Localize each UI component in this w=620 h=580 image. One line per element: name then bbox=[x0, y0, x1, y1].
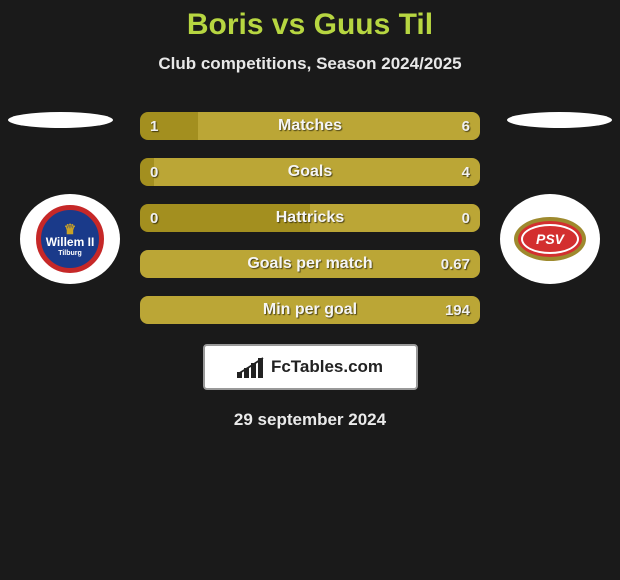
title-vs: vs bbox=[272, 8, 305, 41]
stat-label: Goals bbox=[140, 158, 480, 186]
player1-name: Boris bbox=[187, 8, 264, 41]
stat-value-left: 1 bbox=[150, 112, 158, 140]
subtitle: Club competitions, Season 2024/2025 bbox=[0, 54, 620, 74]
player2-marker bbox=[507, 112, 612, 128]
player1-marker bbox=[8, 112, 113, 128]
stat-value-right: 194 bbox=[445, 296, 470, 324]
date-text: 29 september 2024 bbox=[0, 410, 620, 430]
stat-value-left: 0 bbox=[150, 158, 158, 186]
brand-chart-icon bbox=[237, 356, 265, 378]
stat-value-right: 4 bbox=[462, 158, 470, 186]
team-left-logo: ♛ Willem II Tilburg bbox=[20, 194, 120, 284]
team-left-name: Willem II bbox=[46, 236, 95, 248]
brand-text: FcTables.com bbox=[271, 357, 383, 377]
stat-value-left: 0 bbox=[150, 204, 158, 232]
psv-badge: PSV bbox=[514, 217, 586, 261]
team-right-logo: PSV bbox=[500, 194, 600, 284]
stat-value-right: 0.67 bbox=[441, 250, 470, 278]
team-right-name: PSV bbox=[536, 231, 564, 247]
stat-label: Matches bbox=[140, 112, 480, 140]
stat-label: Min per goal bbox=[140, 296, 480, 324]
stat-row: Hattricks0 0 bbox=[140, 204, 480, 232]
stat-bars: Matches16Goals04Hattricks00Goals per mat… bbox=[140, 112, 480, 342]
brand-box: FcTables.com bbox=[203, 344, 418, 390]
page-title: Boris vs Guus Til bbox=[0, 8, 620, 42]
team-left-city: Tilburg bbox=[58, 250, 82, 257]
stat-row: Min per goal194 bbox=[140, 296, 480, 324]
stat-label: Hattricks bbox=[140, 204, 480, 232]
stats-area: ♛ Willem II Tilburg PSV Matches16Goals04… bbox=[0, 112, 620, 342]
comparison-infographic: Boris vs Guus Til Club competitions, Sea… bbox=[0, 0, 620, 430]
stat-row: Goals per match0.67 bbox=[140, 250, 480, 278]
crown-icon: ♛ bbox=[64, 222, 77, 236]
stat-row: Goals0 4 bbox=[140, 158, 480, 186]
player2-name: Guus Til bbox=[314, 8, 433, 41]
willem-badge: ♛ Willem II Tilburg bbox=[36, 205, 104, 273]
stat-label: Goals per match bbox=[140, 250, 480, 278]
stat-value-right: 6 bbox=[462, 112, 470, 140]
stat-value-right: 0 bbox=[462, 204, 470, 232]
stat-row: Matches1 6 bbox=[140, 112, 480, 140]
